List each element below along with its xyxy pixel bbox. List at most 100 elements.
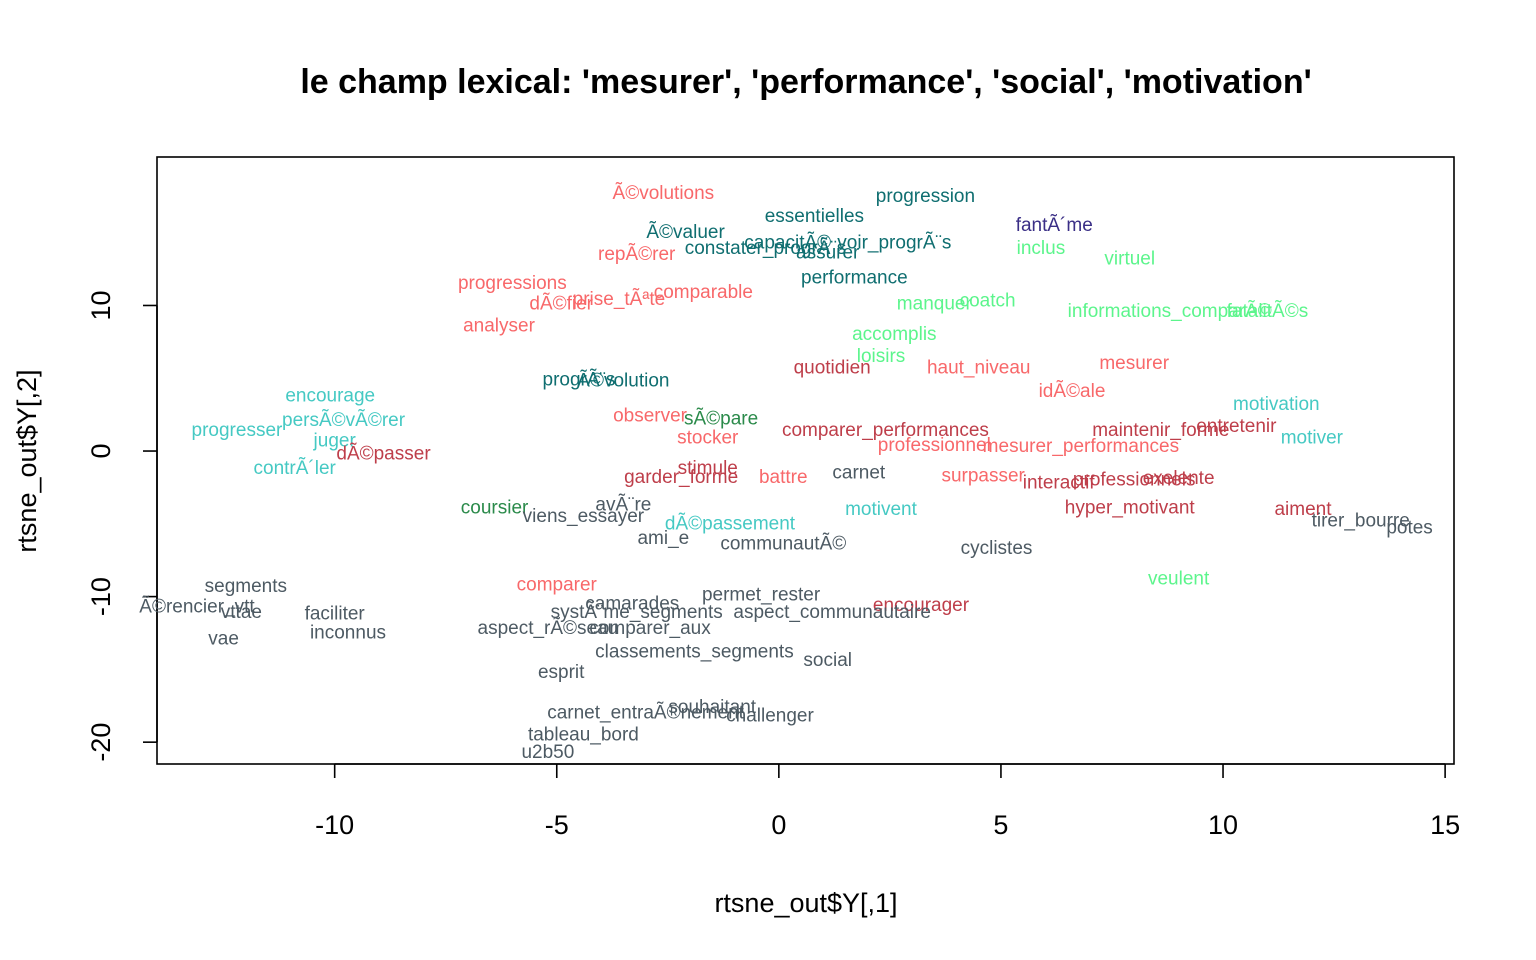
word-point: mesurer_performances: [983, 436, 1179, 457]
word-point: dÃ©fier: [529, 293, 593, 315]
word-point: comparer: [517, 575, 598, 596]
word-point: fatalitÃ©s: [1227, 300, 1309, 322]
word-point: carnet_entraÃ®nement: [547, 702, 744, 724]
word-points: Ã©volutions progression essentielles fantÃ´…: [139, 182, 1433, 763]
word-point: aspect_rÃ©seau: [478, 617, 619, 639]
word-point: stocker: [677, 427, 739, 448]
word-point: faciliter: [305, 604, 366, 625]
word-point: progresser: [192, 420, 283, 441]
word-point: motivation: [1233, 394, 1320, 415]
x-axis-label: rtsne_out$Y[,1]: [714, 888, 897, 918]
word-point: progrÃ¨s: [543, 368, 616, 390]
word-point: cyclistes: [961, 538, 1033, 559]
word-point: fantÃ´me: [1016, 214, 1093, 236]
word-point: inconnus: [310, 623, 386, 644]
word-point: vae: [208, 628, 239, 649]
word-point: sÃ©pare: [684, 408, 758, 430]
word-point: Ã©rencier_vtt: [139, 595, 255, 617]
word-point: viens_essayer: [523, 506, 645, 527]
y-tick-label: -10: [86, 577, 116, 616]
word-point: surpasser: [941, 465, 1025, 486]
y-tick-label: 10: [86, 290, 116, 320]
x-tick-label: 15: [1430, 810, 1460, 840]
y-tick-label: -20: [86, 723, 116, 762]
word-point: camarades: [585, 593, 679, 614]
word-point: challenger: [726, 706, 814, 727]
word-point: progression: [876, 186, 975, 207]
word-point: analyser: [463, 315, 535, 336]
word-point: Ã©volution: [577, 370, 669, 392]
word-point: quotidien: [794, 358, 871, 379]
x-tick-label: -5: [545, 810, 569, 840]
word-point: maintenir_forme: [1092, 420, 1229, 441]
word-point: comparer_aux: [589, 618, 711, 639]
word-point: voir_progrÃ¨s: [837, 231, 951, 253]
word-point: permet_rester: [702, 585, 821, 606]
word-point: encourage: [285, 385, 375, 406]
word-point: esprit: [538, 662, 585, 683]
word-point: vttae: [221, 602, 262, 623]
word-point: coatch: [960, 291, 1016, 312]
word-point: coursier: [461, 497, 529, 518]
word-point: carnet: [832, 462, 886, 483]
word-point: Ã©valuer: [646, 221, 725, 243]
x-tick-label: 5: [993, 810, 1008, 840]
word-point: entretenir: [1196, 416, 1277, 437]
x-tick-label: 10: [1208, 810, 1238, 840]
word-point: u2b50: [521, 742, 574, 763]
y-axis: -20 -10 0 10: [86, 290, 158, 762]
word-point: juger: [313, 430, 357, 451]
word-point: encourager: [873, 595, 970, 616]
word-point: hyper_motivant: [1065, 497, 1196, 518]
word-point: ami_e: [637, 528, 689, 549]
word-point: idÃ©ale: [1039, 380, 1106, 402]
word-point: prise_tÃªte: [573, 288, 666, 310]
word-point: exelente: [1143, 468, 1215, 489]
word-point: souhaitant: [668, 697, 756, 718]
word-point: social: [803, 650, 852, 671]
word-point: persÃ©vÃ©rer: [282, 409, 406, 431]
word-point: aiment: [1274, 499, 1332, 520]
word-point: motiver: [1281, 427, 1344, 448]
word-point: dÃ©passement: [665, 512, 796, 534]
word-point: loisirs: [857, 346, 906, 367]
word-point: segments: [205, 576, 287, 597]
word-point: comparable: [654, 282, 753, 303]
word-point: battre: [759, 467, 808, 488]
word-point: contrÃ´ler: [254, 457, 337, 479]
word-point: avÃ¨re: [595, 493, 651, 515]
x-tick-label: 0: [771, 810, 786, 840]
word-point: veulent: [1148, 569, 1210, 590]
word-point: capacitÃ©: [744, 231, 831, 253]
word-point: mesurer: [1099, 353, 1169, 374]
word-point: repÃ©rer: [598, 243, 676, 265]
y-axis-label: rtsne_out$Y[,2]: [12, 369, 42, 552]
word-point: professionnel: [878, 435, 991, 456]
word-point: professionnels: [1073, 470, 1196, 491]
word-point: informations_comparÃ©: [1068, 300, 1272, 322]
y-tick-label: 0: [86, 444, 116, 459]
chart-title: le champ lexical: 'mesurer', 'performanc…: [300, 63, 1311, 101]
word-point: motivent: [845, 499, 918, 520]
word-point: interactif: [1023, 473, 1096, 494]
word-point: inclus: [1017, 238, 1066, 259]
word-point: constater_progrÃ¨s: [685, 237, 847, 259]
word-point: observer: [613, 406, 688, 427]
word-point: aspect_communautaire: [733, 602, 931, 623]
word-point: accomplis: [852, 324, 936, 345]
word-point: stimule: [678, 458, 738, 479]
x-tick-label: -10: [315, 810, 354, 840]
word-point: virtuel: [1104, 248, 1155, 269]
word-point: performance: [801, 267, 908, 288]
word-point: tableau_bord: [528, 724, 639, 745]
word-point: Ã©volutions: [613, 182, 715, 204]
word-point: dÃ©passer: [336, 442, 431, 464]
word-point: garder_forme: [624, 467, 738, 488]
word-point: manquer: [897, 294, 973, 315]
word-point: systÃ¨me_segments: [551, 601, 723, 623]
word-point: assurer: [796, 243, 860, 264]
word-point: tirer_bourre: [1312, 510, 1410, 531]
word-point: communautÃ©: [720, 533, 846, 555]
word-point: comparer_performances: [782, 420, 989, 441]
